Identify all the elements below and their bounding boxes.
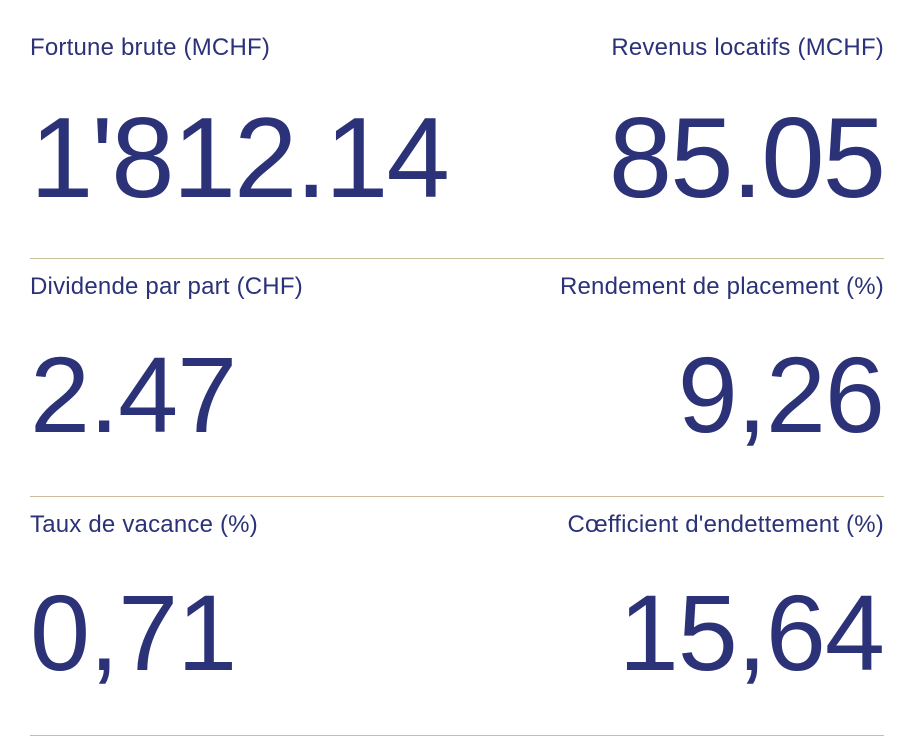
metric-value: 1'812.14: [30, 102, 457, 216]
metric-label: Taux de vacance (%): [30, 511, 457, 539]
metric-rental-income: Revenus locatifs (MCHF) 85.05: [457, 20, 884, 259]
metric-label: Cœfficient d'endettement (%): [457, 511, 884, 539]
metric-value: 2.47: [30, 341, 457, 449]
metric-label: Rendement de placement (%): [457, 273, 884, 301]
metric-vacancy-rate: Taux de vacance (%) 0,71: [30, 497, 457, 736]
metric-value: 9,26: [678, 341, 884, 449]
metric-dividend: Dividende par part (CHF) 2.47: [30, 259, 457, 498]
metric-gross-assets: Fortune brute (MCHF) 1'812.14: [30, 20, 457, 259]
metric-label: Revenus locatifs (MCHF): [457, 34, 884, 62]
metric-debt-ratio: Cœfficient d'endettement (%) 15,64: [457, 497, 884, 736]
metric-investment-return: Rendement de placement (%) 9,26: [457, 259, 884, 498]
metric-value: 85.05: [609, 102, 884, 216]
kpi-grid: Fortune brute (MCHF) 1'812.14 Revenus lo…: [30, 20, 884, 736]
metric-value: 15,64: [619, 579, 884, 687]
metric-label: Fortune brute (MCHF): [30, 34, 457, 62]
metric-label: Dividende par part (CHF): [30, 273, 457, 301]
metric-value: 0,71: [30, 579, 457, 687]
